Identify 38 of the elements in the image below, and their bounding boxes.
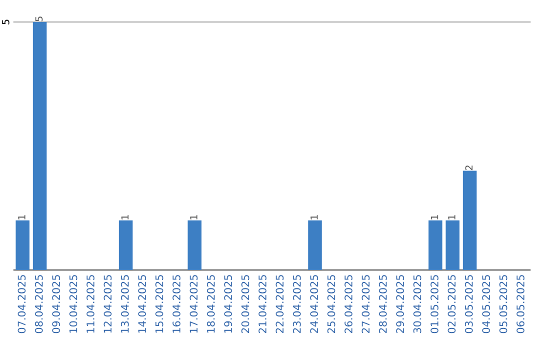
x-tick-label: 28.04.2025 xyxy=(378,275,387,334)
x-tick-label: 21.04.2025 xyxy=(258,275,266,334)
x-tick-label: 11.04.2025 xyxy=(86,275,94,333)
x-tick-label: 09.04.2025 xyxy=(52,275,60,334)
x-tick-label: 19.04.2025 xyxy=(224,275,232,333)
x-tick-label: 13.04.2025 xyxy=(120,275,129,333)
x-tick-label: 07.04.2025 xyxy=(18,275,26,334)
x-tick-label: 17.04.2025 xyxy=(190,275,198,333)
x-tick-label: 24.04.2025 xyxy=(310,275,318,334)
x-tick-label: 05.05.2025 xyxy=(499,275,508,334)
x-tick-label: 20.04.2025 xyxy=(241,275,250,334)
x-tick-label: 25.04.2025 xyxy=(327,275,336,334)
x-tick-label: 02.05.2025 xyxy=(448,275,456,334)
data-label: 1 xyxy=(121,215,128,220)
x-tick-label: 27.04.2025 xyxy=(362,275,370,334)
data-label: 1 xyxy=(430,215,438,220)
data-label: 1 xyxy=(18,215,26,220)
data-label: 1 xyxy=(448,215,456,220)
data-label: 1 xyxy=(190,215,198,220)
x-tick-label: 12.04.2025 xyxy=(104,275,112,333)
x-tick-label: 16.04.2025 xyxy=(172,275,180,333)
data-label: 1 xyxy=(310,215,318,220)
data-label: 2 xyxy=(465,166,472,170)
x-tick-label: 15.04.2025 xyxy=(155,275,164,333)
data-label: 5 xyxy=(35,16,43,22)
x-tick-label: 26.04.2025 xyxy=(344,275,352,334)
x-tick-label: 29.04.2025 xyxy=(396,275,404,334)
x-tick-label: 23.04.2025 xyxy=(292,275,301,334)
x-tick-label: 30.04.2025 xyxy=(413,275,422,334)
x-tick-label: 04.05.2025 xyxy=(482,275,490,334)
x-tick-label: 03.05.2025 xyxy=(464,275,473,334)
x-tick-label: 06.05.2025 xyxy=(516,275,524,334)
x-tick-label: 14.04.2025 xyxy=(138,275,146,333)
x-tick-label: 10.04.2025 xyxy=(69,275,78,333)
x-tick-label: 01.05.2025 xyxy=(430,275,438,334)
x-tick-label: 08.04.2025 xyxy=(34,275,43,334)
x-tick-label: 22.04.2025 xyxy=(276,275,284,334)
x-tick-label: 18.04.2025 xyxy=(206,275,215,333)
